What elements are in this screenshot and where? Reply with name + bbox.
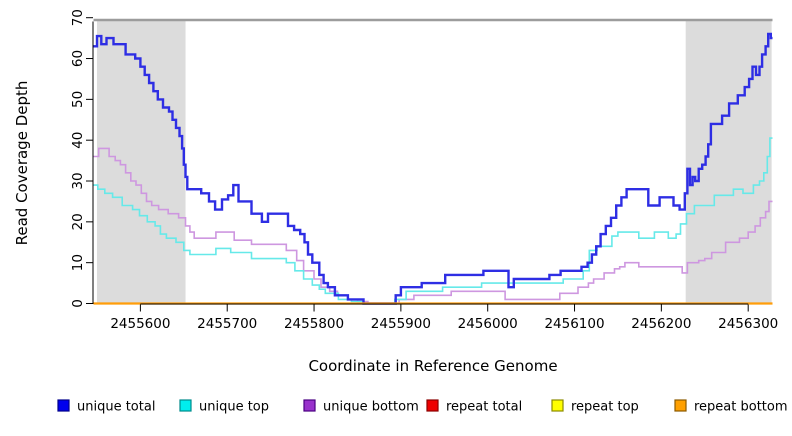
- y-tick-label: 20: [70, 213, 86, 230]
- legend-swatch-icon: [179, 399, 192, 412]
- y-tick-label: 50: [70, 91, 86, 108]
- x-tick-label: 2456300: [718, 316, 778, 332]
- legend-item: repeat top: [551, 399, 639, 415]
- series-line-unique-total: [93, 32, 773, 305]
- x-axis-title: Coordinate in Reference Genome: [308, 357, 557, 375]
- legend-swatch-icon: [551, 399, 564, 412]
- x-tick-label: 2456000: [458, 316, 518, 332]
- y-tick-label: 60: [70, 50, 86, 67]
- legend-item: unique top: [179, 399, 269, 415]
- axes: 0 10 20 30 40 50 60 70 2455600 2455700 2455800 2455…: [70, 9, 778, 332]
- legend: unique total unique top unique bottom repea…: [57, 399, 788, 415]
- legend-label: unique total: [77, 400, 155, 415]
- legend-swatch-icon: [426, 399, 439, 412]
- legend-item: unique bottom: [303, 399, 419, 415]
- legend-label: repeat top: [571, 400, 639, 415]
- x-tick-label: 2456100: [544, 316, 604, 332]
- series-line-unique-bottom: [93, 147, 773, 305]
- y-tick-label: 0: [70, 299, 86, 308]
- legend-swatch-icon: [57, 399, 70, 412]
- legend-item: unique total: [57, 399, 155, 415]
- y-tick-label: 40: [70, 132, 86, 149]
- x-tick-label: 2456200: [631, 316, 691, 332]
- legend-item: repeat bottom: [674, 399, 788, 415]
- x-tick-label: 2455800: [284, 316, 344, 332]
- y-axis-title: Read Coverage Depth: [13, 81, 31, 246]
- series-line-unique-top: [93, 137, 773, 305]
- y-tick-label: 30: [70, 172, 86, 189]
- legend-item: repeat total: [426, 399, 522, 415]
- x-tick-label: 2455900: [371, 316, 431, 332]
- y-tick-label: 10: [70, 254, 86, 271]
- legend-label: unique top: [199, 400, 269, 415]
- series-lines: [93, 32, 773, 305]
- shaded-regions: [96, 20, 772, 305]
- legend-swatch-icon: [674, 399, 687, 412]
- x-tick-label: 2455600: [110, 316, 170, 332]
- x-tick-label: 2455700: [197, 316, 257, 332]
- shaded-region: [685, 20, 772, 305]
- y-tick-label: 70: [70, 9, 86, 26]
- legend-label: repeat bottom: [694, 400, 788, 415]
- legend-label: unique bottom: [323, 400, 419, 415]
- legend-swatch-icon: [303, 399, 316, 412]
- legend-label: repeat total: [446, 400, 522, 415]
